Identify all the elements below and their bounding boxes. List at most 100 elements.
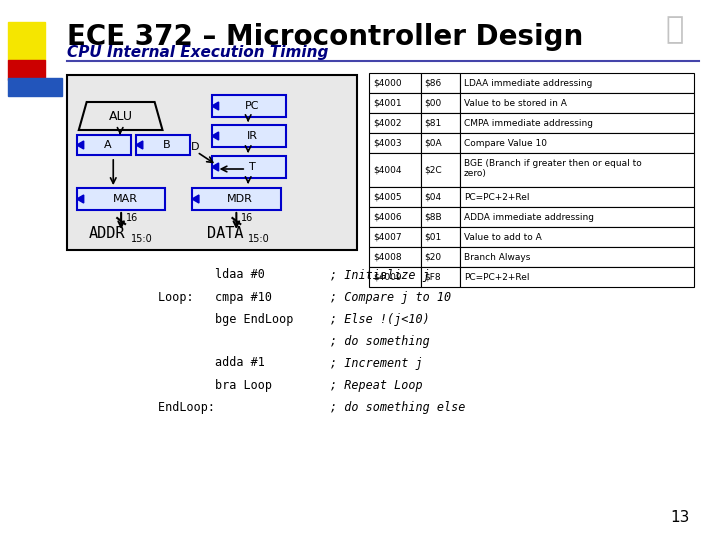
- Text: 13: 13: [670, 510, 689, 525]
- Bar: [460, 247, 694, 267]
- Text: 16: 16: [126, 213, 138, 223]
- Polygon shape: [192, 195, 199, 203]
- Text: ; Else !(j<10): ; Else !(j<10): [330, 313, 430, 326]
- Bar: [460, 73, 694, 93]
- Text: Value to be stored in A: Value to be stored in A: [464, 98, 567, 107]
- Bar: [369, 207, 420, 227]
- Polygon shape: [78, 102, 163, 130]
- Bar: [420, 267, 460, 287]
- Text: DATA: DATA: [207, 226, 243, 241]
- Bar: [369, 113, 420, 133]
- Text: $00: $00: [425, 98, 441, 107]
- Bar: [420, 133, 460, 153]
- Text: $4007: $4007: [373, 233, 402, 241]
- Text: $4000: $4000: [373, 78, 402, 87]
- Text: adda #1: adda #1: [158, 356, 293, 369]
- Text: bra Loop: bra Loop: [158, 379, 293, 392]
- Bar: [420, 207, 460, 227]
- Text: zero): zero): [464, 169, 487, 178]
- Bar: [8, 78, 62, 96]
- Bar: [420, 247, 460, 267]
- Text: ; Increment j: ; Increment j: [330, 356, 423, 369]
- Text: bge EndLoop: bge EndLoop: [158, 313, 293, 326]
- Text: ; Compare j to 10: ; Compare j to 10: [330, 291, 451, 303]
- Bar: [460, 153, 694, 187]
- Text: $2C: $2C: [425, 165, 442, 174]
- Text: $4002: $4002: [373, 118, 402, 127]
- Bar: [420, 113, 460, 133]
- Bar: [369, 153, 420, 187]
- Polygon shape: [212, 102, 219, 110]
- Polygon shape: [77, 195, 84, 203]
- Text: $4008: $4008: [373, 253, 402, 261]
- Bar: [212, 156, 286, 178]
- Text: PC=PC+2+Rel: PC=PC+2+Rel: [464, 273, 529, 281]
- Text: B: B: [163, 140, 171, 150]
- Text: IR: IR: [247, 131, 258, 141]
- Text: MAR: MAR: [112, 194, 138, 204]
- Bar: [369, 93, 420, 113]
- Bar: [77, 188, 166, 210]
- Bar: [67, 75, 357, 250]
- Text: $4006: $4006: [373, 213, 402, 221]
- Text: D: D: [191, 142, 199, 152]
- Text: ALU: ALU: [109, 110, 132, 123]
- Text: $8B: $8B: [425, 213, 442, 221]
- Bar: [420, 93, 460, 113]
- Text: ; do something: ; do something: [330, 334, 430, 348]
- Text: MDR: MDR: [228, 194, 253, 204]
- Bar: [460, 227, 694, 247]
- Bar: [369, 247, 420, 267]
- Bar: [460, 267, 694, 287]
- Text: ADDA immediate addressing: ADDA immediate addressing: [464, 213, 594, 221]
- Text: 15:0: 15:0: [248, 234, 270, 244]
- Bar: [420, 73, 460, 93]
- Text: $20: $20: [425, 253, 441, 261]
- Bar: [420, 153, 460, 187]
- Bar: [369, 227, 420, 247]
- Bar: [460, 93, 694, 113]
- Bar: [369, 133, 420, 153]
- Bar: [8, 22, 45, 60]
- Text: $86: $86: [425, 78, 441, 87]
- Text: $01: $01: [425, 233, 441, 241]
- Polygon shape: [77, 141, 84, 149]
- Bar: [212, 95, 286, 117]
- Text: Loop:   cmpa #10: Loop: cmpa #10: [158, 291, 293, 303]
- Bar: [192, 188, 281, 210]
- Bar: [77, 135, 131, 155]
- Text: ECE 372 – Microcontroller Design: ECE 372 – Microcontroller Design: [67, 23, 583, 51]
- Polygon shape: [136, 141, 143, 149]
- Text: $4003: $4003: [373, 138, 402, 147]
- Text: Compare Value 10: Compare Value 10: [464, 138, 546, 147]
- Bar: [212, 125, 286, 147]
- Text: 16: 16: [241, 213, 253, 223]
- Bar: [420, 187, 460, 207]
- Text: ; do something else: ; do something else: [330, 401, 465, 414]
- Text: ldaa #0: ldaa #0: [158, 268, 293, 281]
- Bar: [369, 73, 420, 93]
- Text: EndLoop:: EndLoop:: [158, 401, 293, 414]
- Text: BGE (Branch if greater then or equal to: BGE (Branch if greater then or equal to: [464, 159, 642, 168]
- Bar: [420, 227, 460, 247]
- Bar: [8, 60, 45, 80]
- Text: Branch Always: Branch Always: [464, 253, 530, 261]
- Bar: [369, 187, 420, 207]
- Bar: [460, 133, 694, 153]
- Text: $0A: $0A: [425, 138, 442, 147]
- Text: ADDR: ADDR: [89, 226, 125, 241]
- Bar: [460, 207, 694, 227]
- Text: ; Initialize j: ; Initialize j: [330, 268, 430, 281]
- Text: A: A: [104, 140, 112, 150]
- Polygon shape: [212, 132, 219, 140]
- Bar: [460, 113, 694, 133]
- Polygon shape: [212, 163, 219, 171]
- Text: $4001: $4001: [373, 98, 402, 107]
- Text: ; Repeat Loop: ; Repeat Loop: [330, 379, 423, 392]
- Text: 15:0: 15:0: [131, 234, 153, 244]
- Bar: [136, 135, 190, 155]
- Text: $4004: $4004: [373, 165, 402, 174]
- Text: $4009: $4009: [373, 273, 402, 281]
- Bar: [369, 267, 420, 287]
- Bar: [460, 187, 694, 207]
